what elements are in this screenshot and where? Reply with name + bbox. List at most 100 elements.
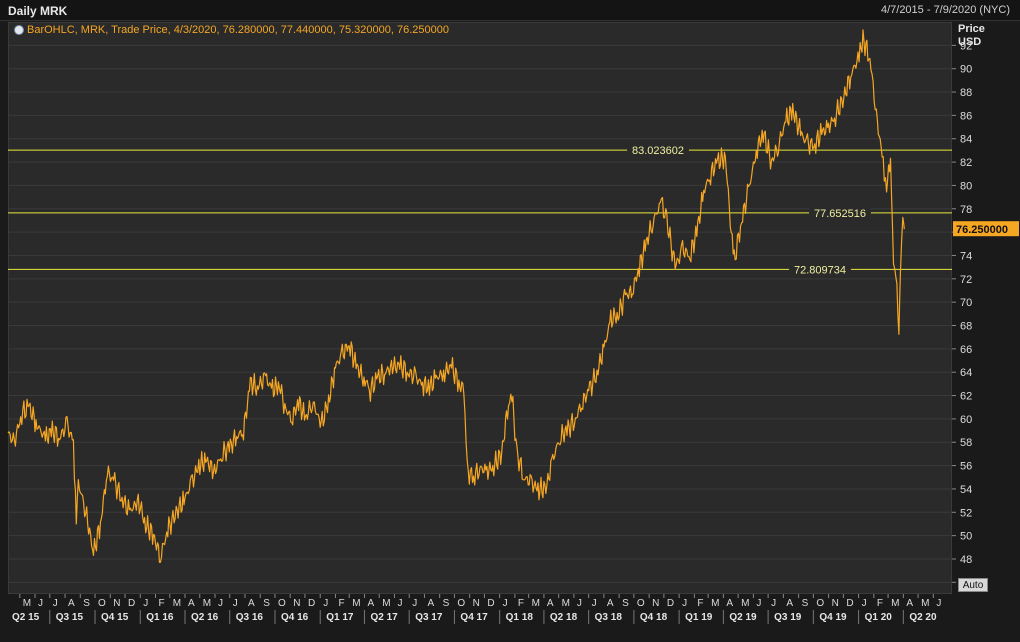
month-label: A [427,598,434,609]
month-label: J [756,598,761,609]
y-tick-label: 64 [960,367,972,379]
month-label: M [891,598,899,609]
month-label: A [547,598,554,609]
month-label: F [877,598,883,609]
month-label: J [771,598,776,609]
quarter-label: Q4 15 [101,612,129,623]
month-label: S [443,598,450,609]
y-tick-label: 52 [960,507,972,519]
y-tick-label: 88 [960,87,972,99]
level-label-bg [627,143,689,157]
month-label: J [397,598,402,609]
month-label: A [726,598,733,609]
y-tick-label: 70 [960,297,972,309]
quarter-label: Q2 20 [909,612,937,623]
y-tick-label: 82 [960,157,972,169]
quarter-label: Q3 16 [236,612,264,623]
y-tick-label: 50 [960,531,972,543]
month-label: J [503,598,508,609]
month-label: J [577,598,582,609]
y-tick-label: 54 [960,484,972,496]
month-label: J [218,598,223,609]
month-label: S [622,598,629,609]
month-label: M [173,598,181,609]
level-label: 83.023602 [632,145,684,157]
month-label: O [637,598,645,609]
title-bar: Daily MRK 4/7/2015 - 7/9/2020 (NYC) [0,0,1020,21]
y-tick-label: 58 [960,437,972,449]
month-label: O [278,598,286,609]
last-price-label: 76.250000 [956,224,1008,236]
quarter-label: Q2 18 [550,612,578,623]
y-tick-label: 80 [960,180,972,192]
level-label-bg [789,262,851,276]
month-label: A [248,598,255,609]
quarter-label: Q2 16 [191,612,219,623]
month-label: O [816,598,824,609]
month-label: M [741,598,749,609]
month-label: M [203,598,211,609]
y-tick-label: 60 [960,414,972,426]
month-label: D [667,598,674,609]
month-label: J [936,598,941,609]
month-label: N [652,598,659,609]
month-label: J [412,598,417,609]
month-label: J [862,598,867,609]
month-label: N [113,598,120,609]
month-label: J [38,598,43,609]
month-label: M [711,598,719,609]
month-label: M [23,598,31,609]
y-tick-label: 56 [960,461,972,473]
quarter-label: Q3 17 [415,612,443,623]
level-label: 72.809734 [794,264,846,276]
month-label: J [233,598,238,609]
month-label: M [352,598,360,609]
month-label: M [382,598,390,609]
quarter-label: Q1 17 [326,612,354,623]
quarter-label: Q2 15 [12,612,40,623]
auto-scale-button[interactable]: Auto [958,578,988,592]
currency-label: USD [958,36,982,48]
quarter-label: Q1 16 [146,612,174,623]
month-label: F [338,598,344,609]
y-tick-label: 66 [960,344,972,356]
month-label: F [159,598,165,609]
legend[interactable]: BarOHLC, MRK, Trade Price, 4/3/2020, 76.… [14,24,449,36]
y-tick-label: 92 [960,40,972,52]
y-tick-label: 62 [960,391,972,403]
chart-title: Daily MRK [8,4,68,18]
last-price-tag [953,221,1019,237]
legend-text: BarOHLC, MRK, Trade Price, 4/3/2020, 76.… [27,24,449,36]
month-label: A [786,598,793,609]
quarter-label: Q1 18 [506,612,534,623]
quarter-label: Q3 18 [595,612,623,623]
month-label: J [592,598,597,609]
price-series-line [7,29,905,564]
month-label: M [921,598,929,609]
month-label: D [487,598,494,609]
quarter-label: Q1 19 [685,612,713,623]
quarter-label: Q2 19 [729,612,757,623]
date-range: 4/7/2015 - 7/9/2020 (NYC) [880,4,1010,16]
level-label: 77.652516 [814,208,866,220]
month-label: J [682,598,687,609]
month-label: M [562,598,570,609]
y-tick-label: 86 [960,110,972,122]
price-label: Price [958,23,985,35]
y-tick-label: 90 [960,64,972,76]
month-label: A [367,598,374,609]
quarter-label: Q4 18 [640,612,668,623]
clock-icon[interactable] [14,25,24,35]
quarter-label: Q3 19 [774,612,802,623]
month-label: O [457,598,465,609]
quarter-label: Q4 16 [281,612,309,623]
month-label: D [128,598,135,609]
month-label: M [532,598,540,609]
month-label: S [802,598,809,609]
month-label: A [188,598,195,609]
month-label: F [697,598,703,609]
quarter-label: Q4 19 [819,612,847,623]
quarter-label: Q3 15 [56,612,84,623]
month-label: A [607,598,614,609]
